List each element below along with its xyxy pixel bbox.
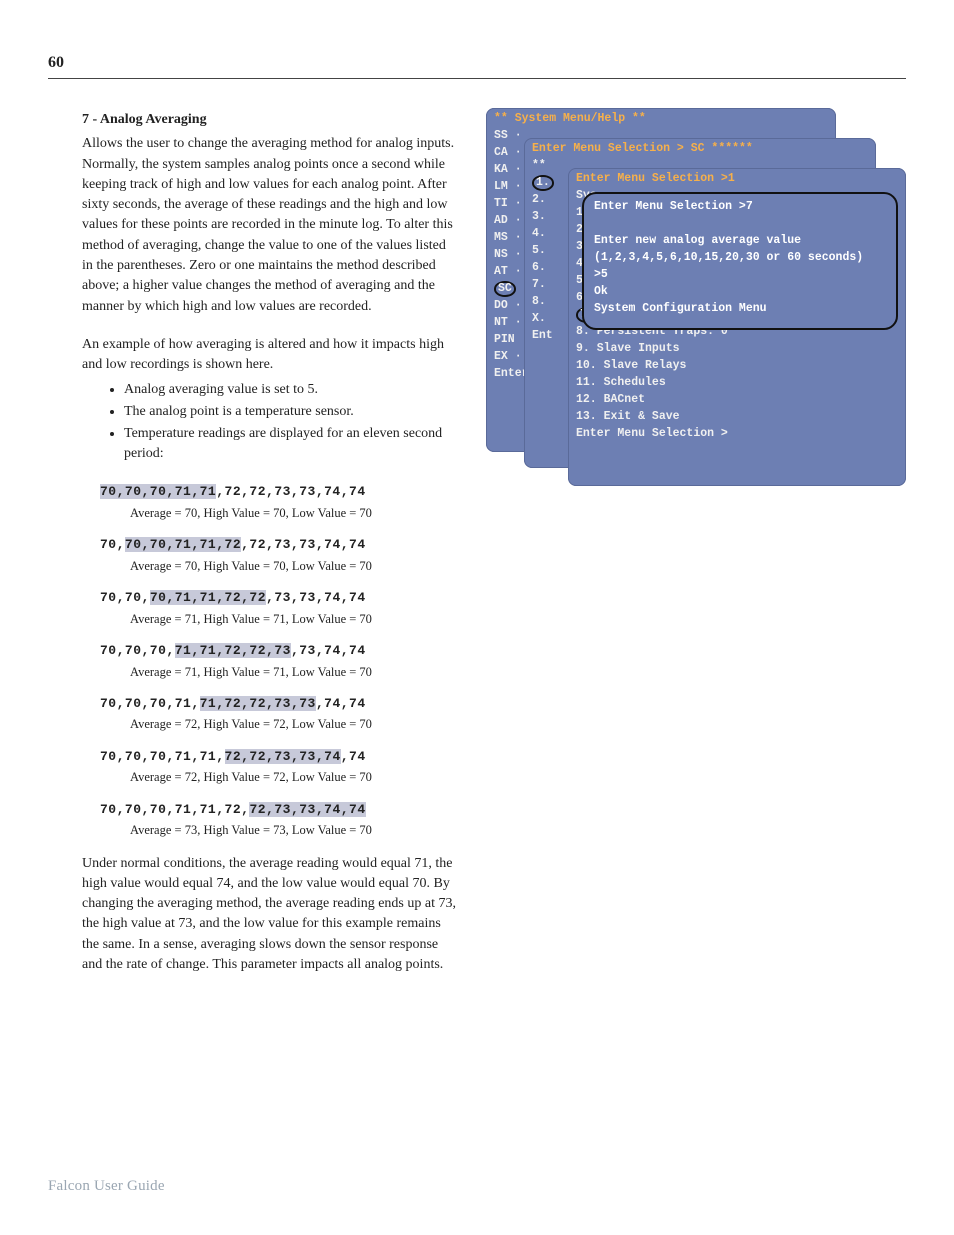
terminal-title: Enter Menu Selection > SC ******	[524, 138, 876, 157]
sequence-line: 70,70,70,71,71,72,72,73,73,74,74	[100, 589, 460, 608]
sequence-summary: Average = 70, High Value = 70, Low Value…	[130, 557, 460, 575]
list-item: Analog averaging value is set to 5.	[124, 380, 460, 400]
terminal-line: Enter Menu Selection >	[568, 425, 906, 442]
terminal-line: System Configuration Menu	[584, 300, 896, 317]
circled-selection-icon: SC	[494, 281, 516, 297]
section-title: 7 - Analog Averaging	[82, 110, 460, 130]
terminal-line: 12. BACnet	[568, 391, 906, 408]
left-column: 7 - Analog Averaging Allows the user to …	[82, 110, 460, 993]
terminal-line: Enter Menu Selection >7	[584, 198, 896, 215]
terminal-screenshots: ** System Menu/Help ** SS ·CA ·KA ·LM ·T…	[486, 108, 906, 492]
terminal-overlay: Enter Menu Selection >7 Enter new analog…	[582, 192, 898, 330]
terminal-line: 13. Exit & Save	[568, 408, 906, 425]
circled-selection-icon: 1.	[532, 175, 554, 191]
terminal-line: >5	[584, 266, 896, 283]
terminal-line	[584, 215, 896, 232]
terminal-title: Enter Menu Selection >1	[568, 168, 906, 187]
page-number: 60	[48, 54, 64, 72]
sequence-line: 70,70,70,71,71,72,72,73,73,74,74	[100, 801, 460, 820]
footer-text: Falcon User Guide	[48, 1178, 165, 1195]
sequence-summary: Average = 72, High Value = 72, Low Value…	[130, 715, 460, 733]
terminal-line: (1,2,3,4,5,6,10,15,20,30 or 60 seconds)	[584, 249, 896, 266]
list-item: Temperature readings are displayed for a…	[124, 424, 460, 465]
terminal-line: 9. Slave Inputs	[568, 340, 906, 357]
sequence-summary: Average = 71, High Value = 71, Low Value…	[130, 663, 460, 681]
terminal-line: Enter new analog average value	[584, 232, 896, 249]
sequence-line: 70,70,70,71,71,72,72,73,73,74,74	[100, 748, 460, 767]
sequence-line: 70,70,70,71,71,72,72,73,73,74,74	[100, 536, 460, 555]
sequence-line: 70,70,70,71,71,72,72,73,73,74,74	[100, 642, 460, 661]
sequence-line: 70,70,70,71,71,72,72,73,73,74,74	[100, 695, 460, 714]
terminal-title: ** System Menu/Help **	[486, 108, 836, 127]
list-item: The analog point is a temperature sensor…	[124, 402, 460, 422]
sequence-summary: Average = 71, High Value = 71, Low Value…	[130, 610, 460, 628]
bullet-list: Analog averaging value is set to 5. The …	[82, 380, 460, 465]
sequence-summary: Average = 72, High Value = 72, Low Value…	[130, 768, 460, 786]
sequence-summary: Average = 73, High Value = 73, Low Value…	[130, 821, 460, 839]
sequence-examples: 70,70,70,71,71,72,72,73,73,74,74Average …	[82, 483, 460, 840]
paragraph-1: Allows the user to change the averaging …	[82, 134, 460, 317]
sequence-summary: Average = 70, High Value = 70, Low Value…	[130, 504, 460, 522]
header-rule	[48, 78, 906, 79]
terminal-line: 10. Slave Relays	[568, 357, 906, 374]
paragraph-2: An example of how averaging is altered a…	[82, 335, 460, 376]
terminal-line: 11. Schedules	[568, 374, 906, 391]
sequence-line: 70,70,70,71,71,72,72,73,73,74,74	[100, 483, 460, 502]
terminal-line: Ok	[584, 283, 896, 300]
paragraph-3: Under normal conditions, the average rea…	[82, 854, 460, 976]
